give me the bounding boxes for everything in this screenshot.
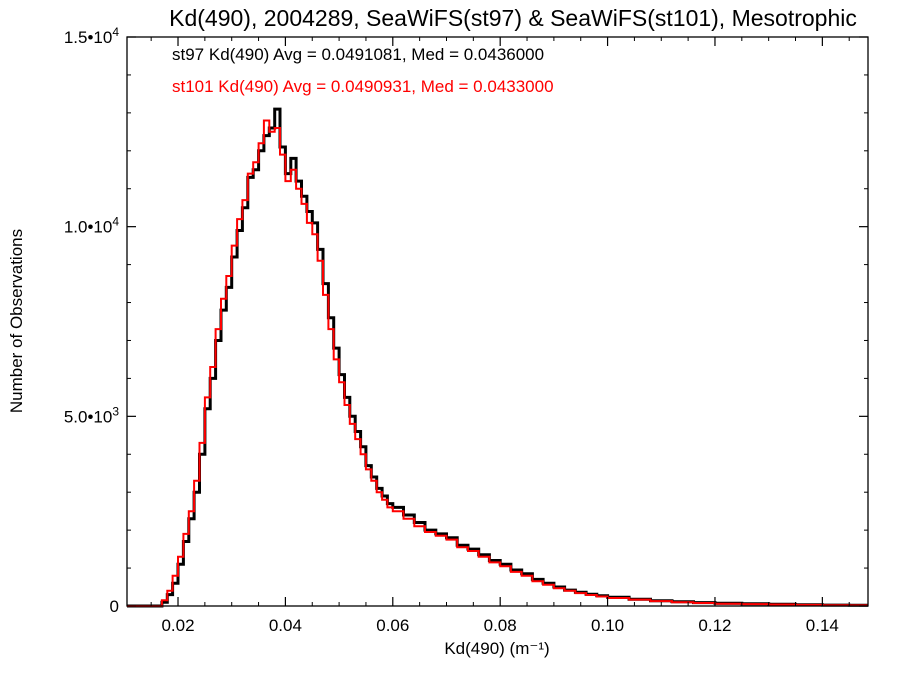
y-tick-label: 0 (110, 597, 119, 616)
chart-title: Kd(490), 2004289, SeaWiFS(st97) & SeaWiF… (169, 5, 857, 31)
x-tick-label: 0.06 (376, 616, 409, 635)
y-tick-label: 5.0•103 (64, 404, 120, 426)
plot-frame (126, 36, 869, 607)
x-tick-label: 0.08 (484, 616, 517, 635)
x-tick-label: 0.10 (591, 616, 624, 635)
legend-st101: st101 Kd(490) Avg = 0.0490931, Med = 0.0… (172, 77, 554, 96)
y-tick-label: 1.0•104 (64, 215, 120, 237)
x-tick-label: 0.12 (698, 616, 731, 635)
plot-area (127, 107, 868, 608)
x-axis-ticks: 0.02 0.04 0.06 0.08 0.10 0.12 0.14 (150, 37, 850, 635)
series-line-st97 (127, 107, 868, 608)
x-tick-label: 0.04 (269, 616, 302, 635)
y-tick-label: 1.5•104 (64, 25, 120, 47)
series-line-st101 (127, 119, 868, 607)
x-tick-label: 0.02 (161, 616, 194, 635)
legend-st97: st97 Kd(490) Avg = 0.0491081, Med = 0.04… (172, 45, 544, 64)
x-tick-label: 0.14 (806, 616, 839, 635)
x-axis-label: Kd(490) (m⁻¹) (444, 639, 549, 658)
y-axis-label: Number of Observations (7, 229, 26, 413)
y-axis-ticks: 0 5.0•103 1.0•104 1.5•104 (64, 25, 868, 616)
